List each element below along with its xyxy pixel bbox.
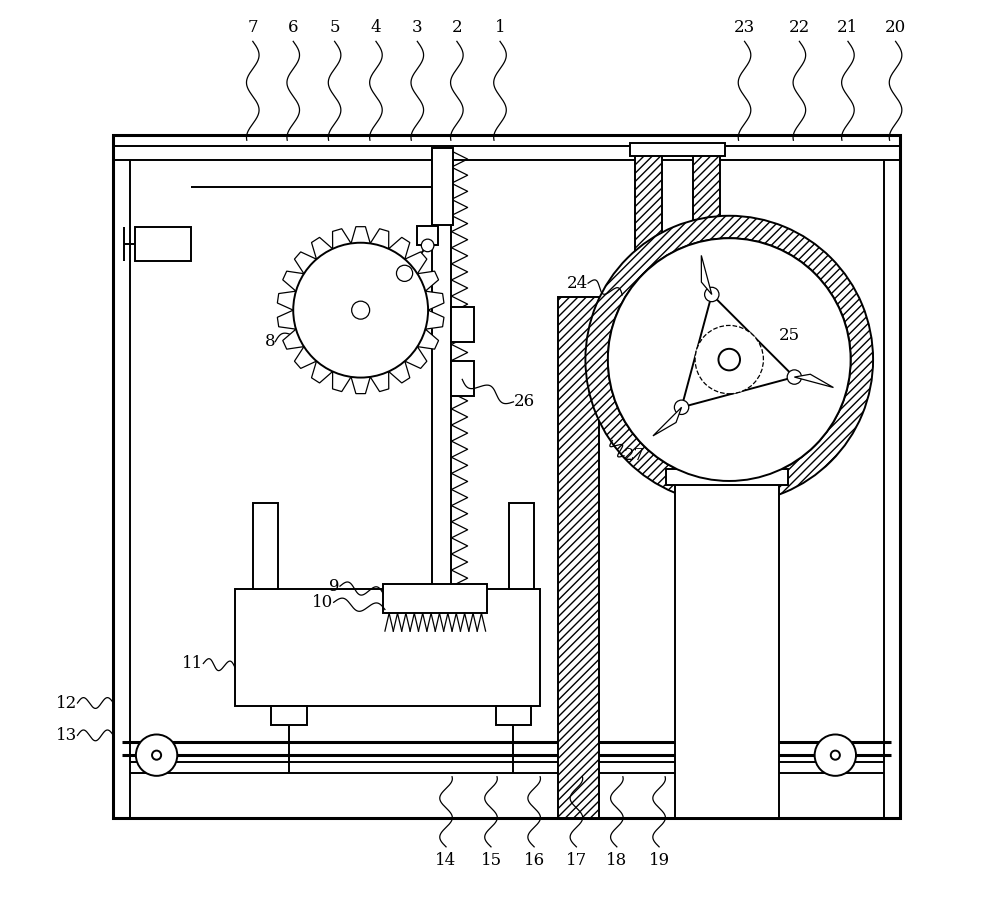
Bar [451,307,474,342]
Text: 2: 2 [452,19,462,36]
Bar [135,227,191,261]
Text: 3: 3 [412,19,423,36]
Bar [693,146,720,270]
Text: 24: 24 [567,275,588,291]
Text: 5: 5 [329,19,340,36]
Circle shape [718,349,740,370]
Text: 11: 11 [182,655,203,672]
Circle shape [352,301,370,319]
Text: 10: 10 [312,594,334,610]
Text: 19: 19 [649,852,670,869]
Circle shape [152,751,161,760]
Text: 14: 14 [435,852,457,869]
Text: 23: 23 [734,19,755,36]
Polygon shape [653,407,682,436]
Circle shape [293,243,428,378]
Bar [675,481,779,818]
Polygon shape [277,227,444,394]
Text: 7: 7 [247,19,258,36]
Bar [432,148,453,225]
Wedge shape [585,216,873,503]
Circle shape [136,734,177,776]
Bar [417,226,438,245]
Circle shape [421,239,434,252]
Polygon shape [701,255,712,295]
Circle shape [831,751,840,760]
Text: 22: 22 [789,19,810,36]
Bar [432,151,451,602]
Text: 15: 15 [480,852,502,869]
Circle shape [396,265,413,281]
Text: 12: 12 [56,695,77,711]
Bar [271,706,307,725]
Bar [509,503,534,589]
Text: 13: 13 [56,727,77,743]
Bar [558,297,599,818]
Bar [235,589,540,706]
Bar [496,706,531,725]
Text: 21: 21 [837,19,859,36]
Bar [253,503,278,589]
Polygon shape [794,374,833,387]
Text: 4: 4 [371,19,381,36]
Text: 20: 20 [885,19,906,36]
Text: 9: 9 [329,578,340,594]
Circle shape [608,238,851,481]
Bar [630,143,725,156]
Polygon shape [682,295,794,407]
Text: 25: 25 [779,327,800,343]
Bar [435,155,450,219]
Circle shape [695,325,763,394]
Bar [383,584,487,613]
Circle shape [705,288,719,302]
Text: 6: 6 [288,19,298,36]
Bar [451,361,474,396]
Text: 16: 16 [524,852,545,869]
Text: 17: 17 [566,852,587,869]
Circle shape [674,400,689,414]
Circle shape [787,369,802,384]
Bar [635,146,662,270]
Circle shape [815,734,856,776]
Bar [666,469,788,485]
Text: 18: 18 [606,852,627,869]
Text: 8: 8 [265,334,275,350]
Text: 27: 27 [624,448,645,464]
Text: 1: 1 [495,19,505,36]
Text: 26: 26 [513,394,535,410]
Bar [113,135,900,818]
